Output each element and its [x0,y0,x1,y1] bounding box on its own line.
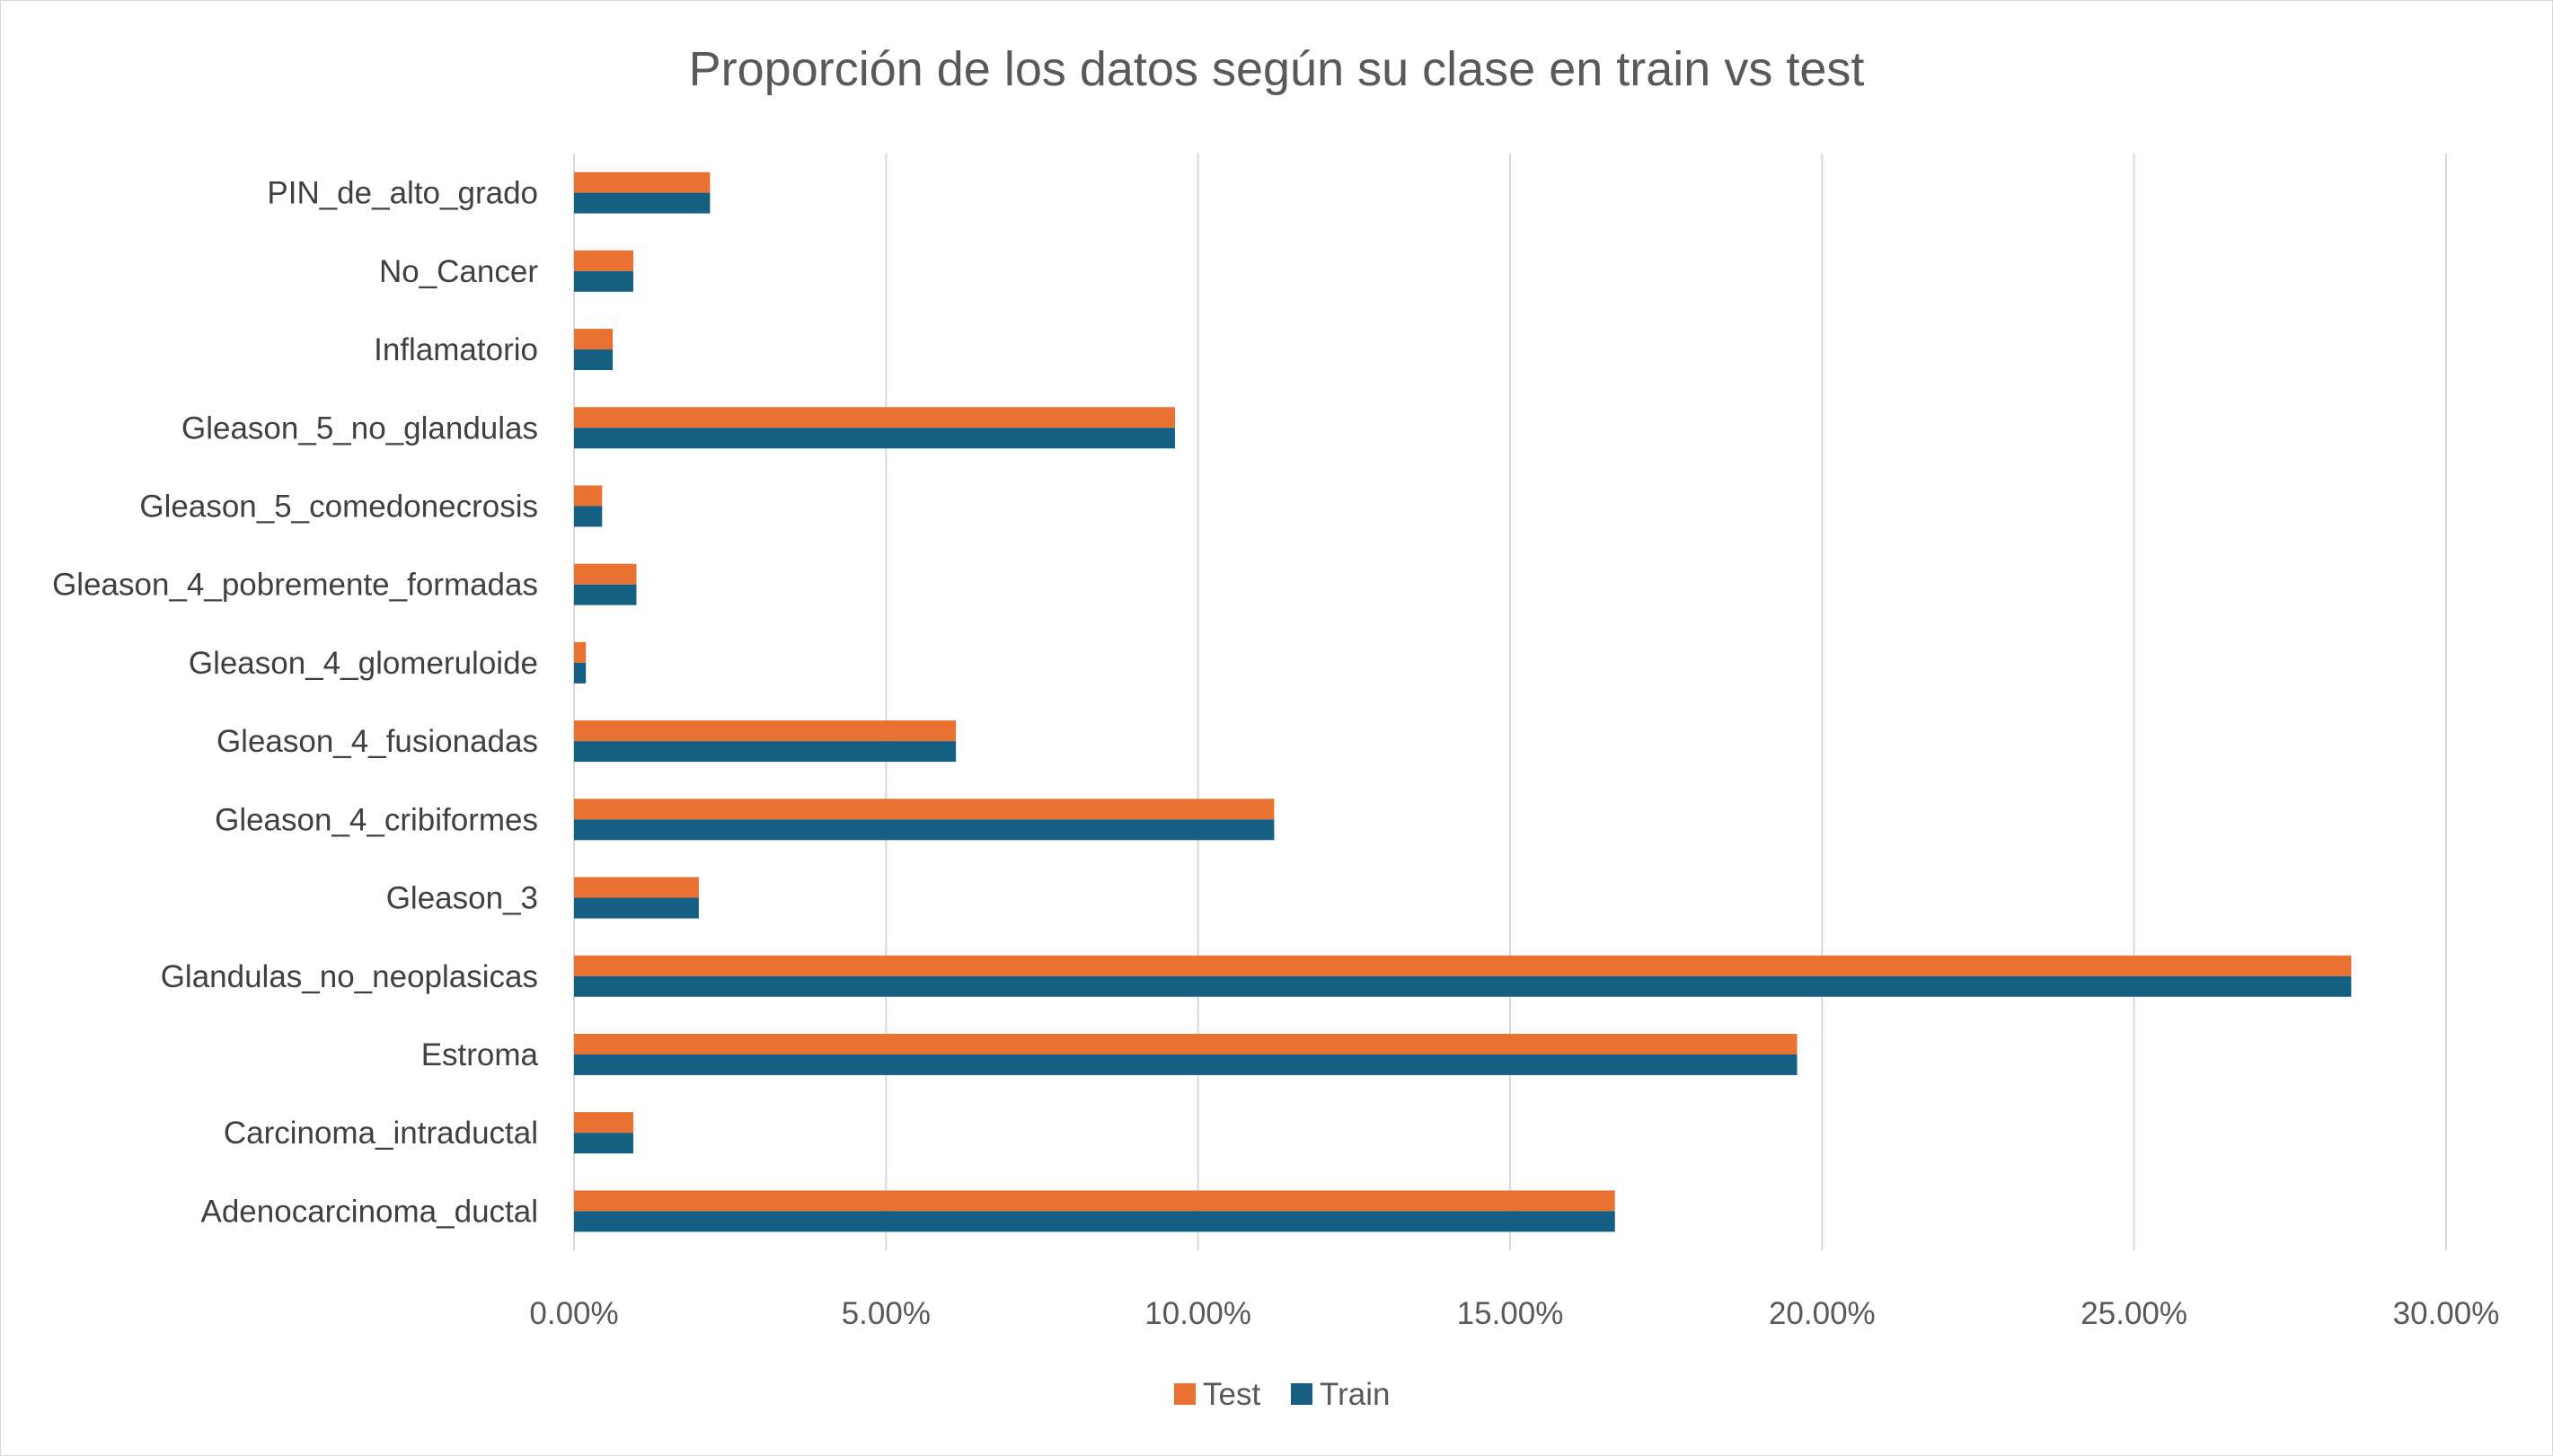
category-label: Glandulas_no_neoplasicas [161,959,538,994]
legend-swatch-test [1174,1383,1196,1405]
bar-test [574,877,699,898]
bar-test [574,563,637,585]
x-tick-label: 5.00% [842,1296,931,1331]
x-tick-label: 15.00% [1457,1296,1564,1331]
x-tick-label: 25.00% [2080,1296,2187,1331]
bar-test [574,1190,1615,1212]
bar-train [574,741,957,763]
bar-test [574,799,1275,820]
bar-train [574,662,587,684]
x-tick-label: 0.00% [529,1296,618,1331]
bar-train [574,975,2352,997]
category-label: Gleason_5_no_glandulas [181,410,538,446]
bar-train [574,192,711,214]
bar-train [574,506,603,527]
bar-train [574,270,633,292]
category-label: PIN_de_alto_grado [267,176,538,211]
legend-label-train: Train [1320,1377,1390,1412]
legend-swatch-train [1291,1383,1312,1405]
bar-test [574,329,614,350]
category-label: Gleason_5_comedonecrosis [139,489,538,524]
legend-label-test: Test [1203,1377,1260,1412]
bar-train [574,1133,633,1154]
bar-test [574,1112,633,1134]
x-axis-tick-labels: 0.00% 5.00% 10.00% 15.00% 20.00% 25.00% 30.00% [529,1296,2499,1331]
bar-train [574,897,699,919]
bar-test [574,407,1175,428]
category-labels: PIN_de_alto_grado No_Cancer Inflamatorio Gl… [52,176,538,1230]
category-label: Gleason_4_pobremente_formadas [52,568,538,603]
chart-title: Proporción de los datos según su clase e… [689,42,1865,96]
x-tick-label: 20.00% [1769,1296,1876,1331]
x-tick-label: 10.00% [1144,1296,1251,1331]
bar-test [574,1033,1798,1054]
category-label: Estroma [421,1037,539,1072]
bar-test [574,250,633,271]
bar-test [574,485,603,507]
bar-train [574,819,1275,841]
bar-train [574,1211,1615,1232]
category-label: Inflamatorio [374,332,538,367]
bar-train [574,1054,1798,1075]
category-label: Adenocarcinoma_ductal [200,1194,538,1229]
gridlines [573,154,2447,1250]
bar-train [574,349,614,371]
category-label: Gleason_4_cribiformes [215,802,538,837]
category-label: Gleason_4_glomeruloide [189,646,538,681]
category-label: Gleason_3 [386,881,538,916]
bar-test [574,955,2352,976]
bar-train [574,428,1175,449]
category-label: Carcinoma_intraductal [224,1116,538,1151]
bar-test [574,720,957,742]
bar-test [574,172,711,193]
category-label: No_Cancer [379,254,538,289]
bar-train [574,584,637,605]
category-label: Gleason_4_fusionadas [216,724,538,759]
bar-test [574,641,587,663]
x-tick-label: 30.00% [2393,1296,2500,1331]
legend: Test Train [1174,1377,1390,1412]
bars [574,172,2352,1232]
